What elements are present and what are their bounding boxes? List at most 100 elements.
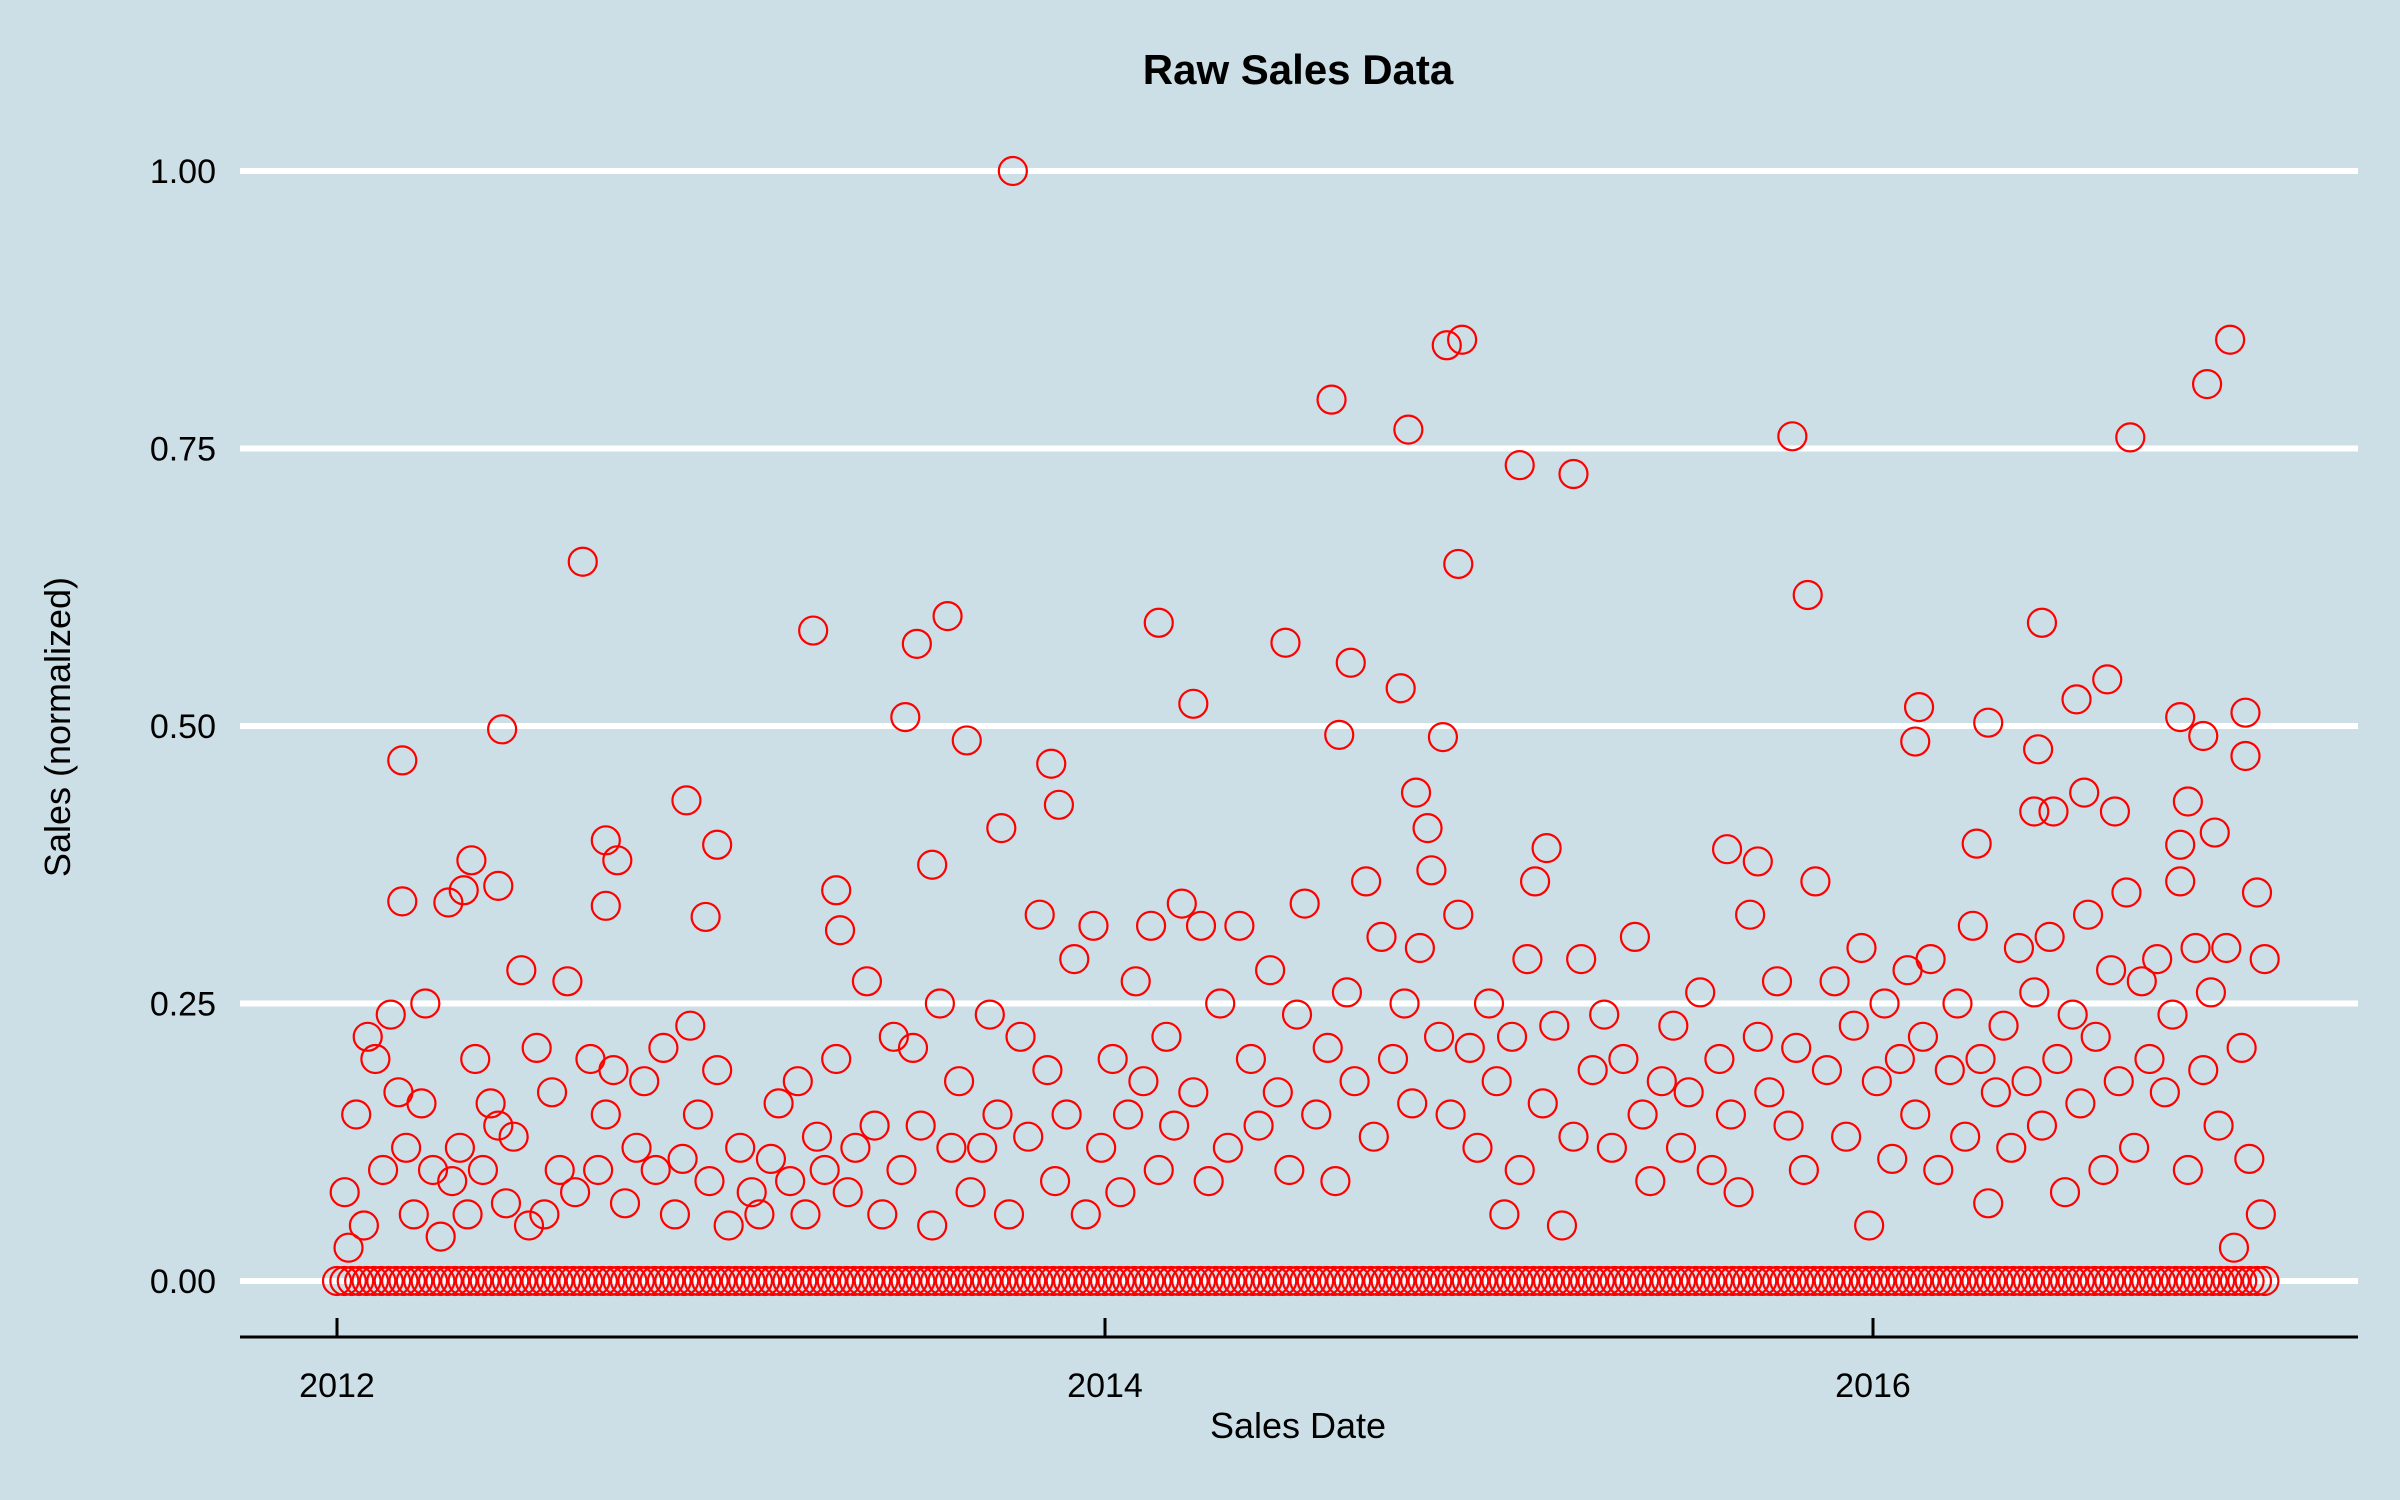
data-point — [1800, 866, 1831, 897]
data-point — [367, 1154, 399, 1186]
data-point — [955, 1177, 986, 1208]
data-point — [1171, 1265, 1202, 1297]
data-point — [380, 1265, 412, 1297]
data-point — [1569, 1265, 1601, 1297]
y-tick-label: 0.50 — [150, 708, 216, 746]
data-point — [2103, 1066, 2134, 1097]
data-point — [550, 1265, 582, 1297]
data-point — [1148, 1265, 1180, 1297]
data-point — [2026, 607, 2058, 638]
data-point — [1843, 1265, 1874, 1297]
data-point — [583, 1154, 614, 1186]
data-point — [360, 1043, 391, 1075]
data-point — [1769, 1265, 1800, 1297]
data-point — [1163, 1265, 1194, 1297]
data-point — [1400, 1265, 1431, 1297]
data-point — [2215, 324, 2246, 355]
data-point — [528, 1265, 559, 1297]
data-point — [2188, 1054, 2219, 1086]
data-point — [790, 1199, 821, 1230]
data-point — [410, 988, 441, 1019]
data-point — [1222, 1265, 1254, 1297]
data-point — [878, 1021, 909, 1052]
data-point — [565, 1265, 596, 1297]
data-point — [2165, 829, 2196, 860]
y-tick-label: 0.25 — [150, 986, 216, 1024]
data-point — [2019, 977, 2050, 1008]
data-point — [1525, 1265, 1556, 1297]
data-point — [1112, 1265, 1143, 1297]
data-point — [1208, 1265, 1239, 1297]
data-point — [1459, 1265, 1490, 1297]
data-point — [487, 714, 518, 745]
data-point — [1008, 1265, 1039, 1297]
data-point — [1200, 1265, 1231, 1297]
data-point — [2191, 369, 2223, 400]
data-point — [1739, 1265, 1770, 1297]
data-point — [1880, 1265, 1911, 1297]
chart-title: Raw Sales Data — [1143, 46, 1454, 93]
data-point — [456, 845, 487, 876]
data-point — [1392, 1265, 1423, 1297]
data-point — [1865, 1265, 1896, 1297]
data-point — [444, 1132, 475, 1163]
data-point — [1711, 834, 1743, 865]
data-point — [1496, 1021, 1528, 1052]
data-point — [897, 1265, 929, 1297]
data-point — [1423, 1021, 1455, 1052]
data-point — [809, 1154, 840, 1186]
data-point — [1366, 921, 1397, 953]
data-point — [668, 1265, 700, 1297]
data-point — [2034, 921, 2065, 953]
data-point — [1599, 1265, 1630, 1297]
data-point — [621, 1132, 652, 1163]
data-point — [1051, 1099, 1082, 1130]
data-point — [1915, 943, 1946, 975]
data-point — [2241, 877, 2273, 908]
data-point — [2172, 1154, 2203, 1186]
data-point — [640, 1154, 671, 1186]
data-point — [543, 1265, 574, 1297]
data-point — [890, 702, 921, 733]
data-point — [2218, 1232, 2250, 1263]
y-tick-label: 0.75 — [150, 431, 216, 469]
data-point — [917, 1210, 948, 1241]
data-point — [1488, 1265, 1519, 1297]
data-point — [336, 1265, 367, 1297]
data-point — [868, 1265, 899, 1297]
data-point — [1193, 1265, 1224, 1297]
data-point — [676, 1265, 707, 1297]
data-point — [1934, 1054, 1965, 1086]
data-point — [1946, 1265, 1977, 1297]
data-point — [351, 1265, 382, 1297]
data-point — [2099, 796, 2131, 827]
data-point — [1998, 1265, 2029, 1297]
data-point — [1496, 1265, 1527, 1297]
data-point — [1558, 458, 1589, 490]
data-point — [2011, 1066, 2042, 1097]
data-point — [1143, 1154, 1174, 1186]
data-point — [595, 1265, 626, 1297]
data-point — [1791, 1265, 1822, 1297]
data-point — [1005, 1021, 1036, 1052]
data-point — [934, 1265, 966, 1297]
data-point — [912, 1265, 943, 1297]
data-point — [1024, 899, 1055, 930]
data-point — [2212, 1265, 2243, 1297]
data-point — [2020, 1265, 2051, 1297]
data-point — [1481, 1066, 1512, 1097]
data-point — [1473, 988, 1505, 1019]
data-point — [742, 1265, 774, 1297]
data-point — [1900, 726, 1931, 757]
data-point — [1939, 1265, 1970, 1297]
data-point — [2160, 1265, 2191, 1297]
data-point — [417, 1265, 449, 1297]
data-point — [2227, 1265, 2258, 1297]
data-point — [763, 1088, 794, 1119]
data-point — [2064, 1265, 2095, 1297]
data-point — [659, 1199, 691, 1230]
data-point — [2153, 1265, 2184, 1297]
data-point — [671, 785, 702, 816]
data-point — [1696, 1154, 1727, 1186]
